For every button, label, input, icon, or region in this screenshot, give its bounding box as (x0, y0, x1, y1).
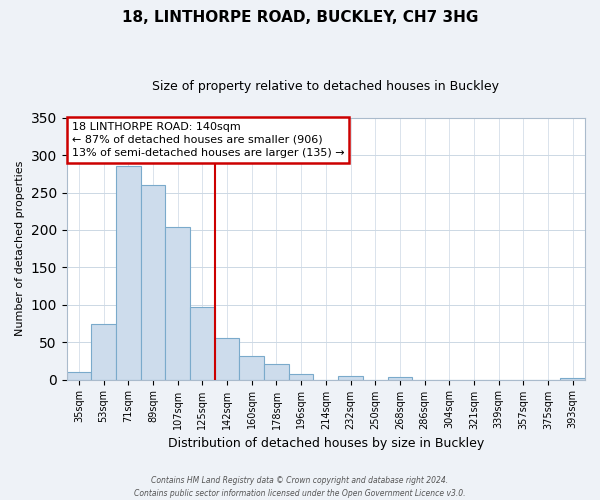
Bar (116, 166, 141, 380)
Bar (67, 372, 91, 380)
Bar (289, 374, 313, 380)
Bar (388, 376, 412, 380)
Text: Contains HM Land Registry data © Crown copyright and database right 2024.
Contai: Contains HM Land Registry data © Crown c… (134, 476, 466, 498)
Bar (91, 324, 116, 380)
Bar (239, 356, 264, 380)
Text: 18 LINTHORPE ROAD: 140sqm
← 87% of detached houses are smaller (906)
13% of semi: 18 LINTHORPE ROAD: 140sqm ← 87% of detac… (72, 122, 344, 158)
Bar (166, 227, 190, 380)
Bar (338, 376, 363, 380)
Bar (215, 338, 239, 380)
Bar (264, 364, 289, 380)
Text: 18, LINTHORPE ROAD, BUCKLEY, CH7 3HG: 18, LINTHORPE ROAD, BUCKLEY, CH7 3HG (122, 10, 478, 25)
X-axis label: Distribution of detached houses by size in Buckley: Distribution of detached houses by size … (168, 437, 484, 450)
Bar (560, 378, 585, 380)
Bar (141, 185, 166, 380)
Y-axis label: Number of detached properties: Number of detached properties (15, 161, 25, 336)
Bar (190, 307, 215, 380)
Title: Size of property relative to detached houses in Buckley: Size of property relative to detached ho… (152, 80, 499, 93)
